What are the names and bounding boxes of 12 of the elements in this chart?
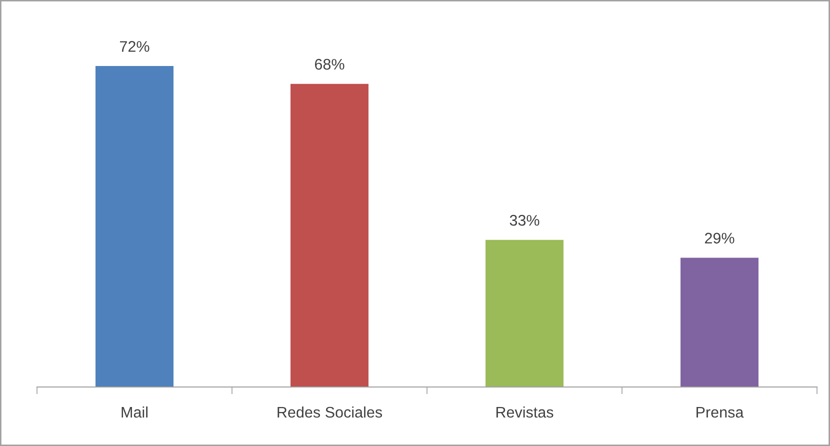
x-tick-label: Prensa <box>696 407 744 418</box>
data-label: 33% <box>510 214 540 226</box>
bar <box>680 258 758 387</box>
bar <box>96 66 174 387</box>
data-label: 72% <box>120 41 150 52</box>
x-tick-label: Redes Sociales <box>278 406 382 418</box>
bar <box>486 240 564 387</box>
x-tick-label: Revistas <box>496 406 554 418</box>
data-label: 68% <box>314 58 344 70</box>
x-tick-label: Mail <box>122 406 148 418</box>
bar <box>290 84 368 387</box>
data-label: 29% <box>704 232 734 244</box>
